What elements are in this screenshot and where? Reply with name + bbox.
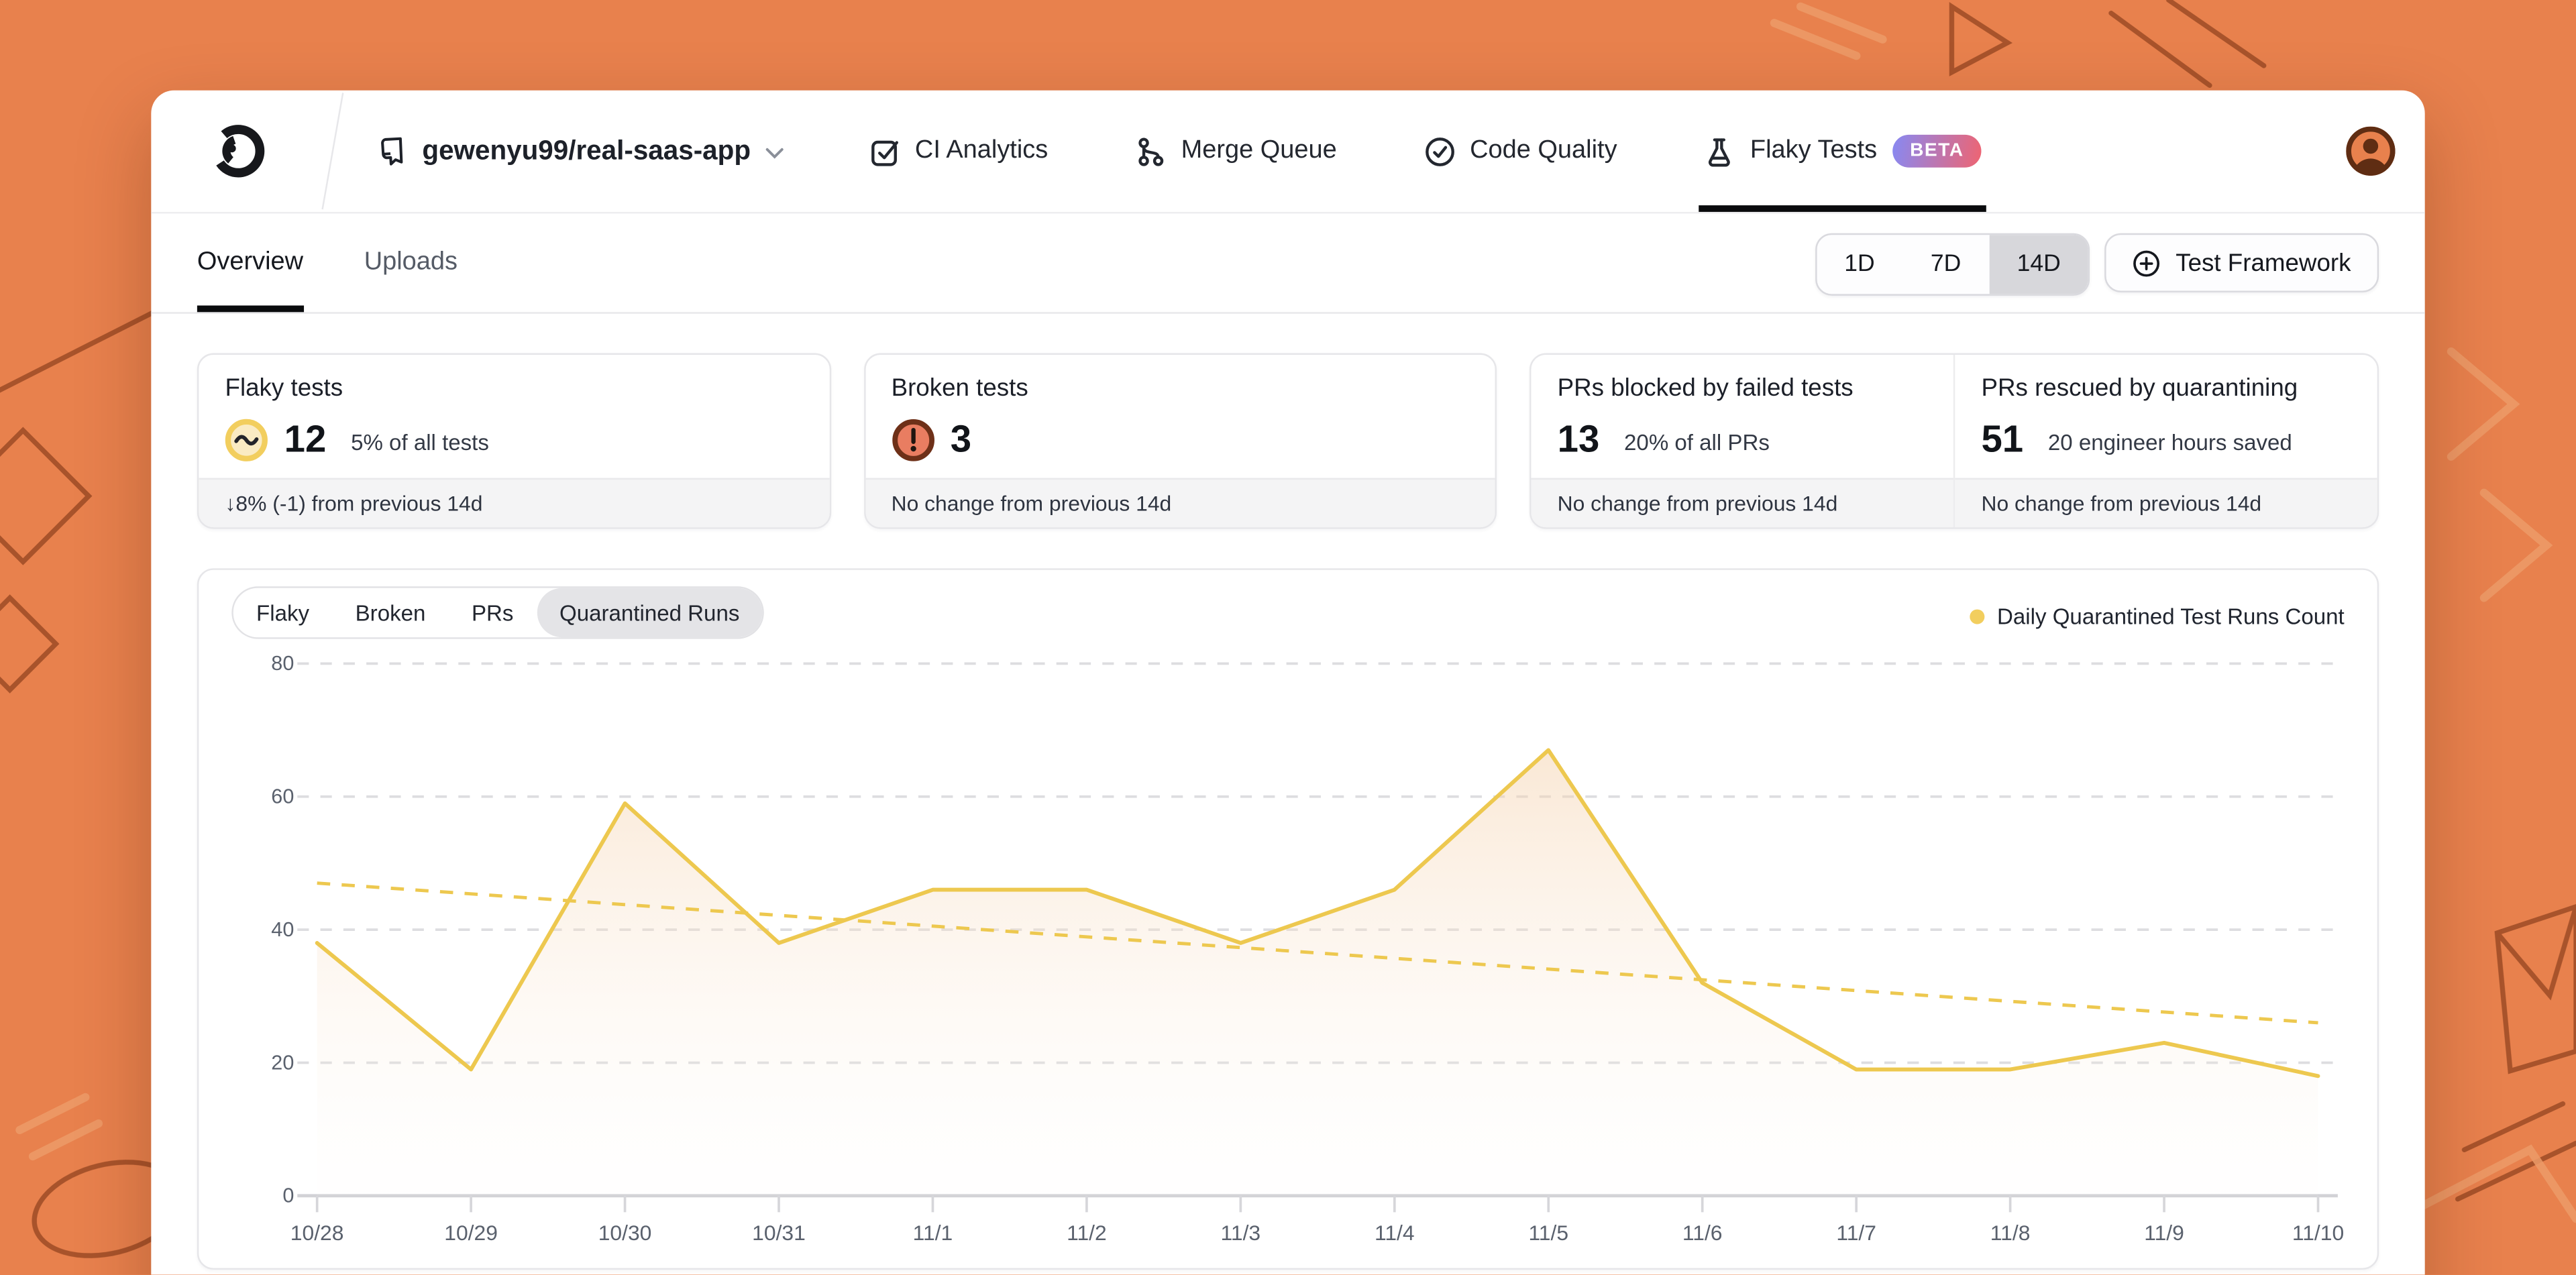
nav-item-code-quality[interactable]: Code Quality	[1424, 91, 1617, 212]
svg-text:0: 0	[282, 1184, 294, 1207]
tab-uploads[interactable]: Uploads	[364, 247, 458, 276]
broken-exclamation-icon	[892, 418, 934, 461]
check-circle-icon	[1424, 135, 1456, 167]
stats-row: Flaky tests 12 5% of all tests ↓8% (-1) …	[151, 353, 2424, 529]
svg-text:11/2: 11/2	[1067, 1221, 1107, 1245]
svg-text:10/28: 10/28	[290, 1221, 344, 1245]
stat-card-prs: PRs blocked by failed tests 13 20% of al…	[1529, 353, 2379, 529]
range-option-1d[interactable]: 1D	[1817, 235, 1903, 294]
nav-item-merge-queue[interactable]: Merge Queue	[1135, 91, 1337, 212]
test-framework-button[interactable]: Test Framework	[2104, 233, 2379, 292]
stat-card-broken-tests: Broken tests 3 No change from previous 1…	[863, 353, 1497, 529]
svg-text:60: 60	[271, 785, 294, 808]
chart-series-tabs: Flaky Broken PRs Quarantined Runs	[231, 586, 765, 639]
svg-text:11/9: 11/9	[2144, 1221, 2184, 1245]
stat-footer: No change from previous 14d	[865, 478, 1495, 528]
stat-prs-blocked: PRs blocked by failed tests 13 20% of al…	[1531, 355, 1953, 528]
svg-text:11/3: 11/3	[1221, 1221, 1261, 1245]
stat-caption: 20% of all PRs	[1624, 429, 1770, 455]
svg-text:20: 20	[271, 1051, 294, 1074]
trunk-logo-icon[interactable]	[207, 120, 270, 182]
stat-caption: 20 engineer hours saved	[2047, 429, 2292, 455]
svg-text:80: 80	[271, 652, 294, 675]
svg-text:11/6: 11/6	[1682, 1221, 1723, 1245]
svg-text:11/4: 11/4	[1375, 1221, 1415, 1245]
repo-name: gewenyu99/real-saas-app	[422, 135, 751, 166]
nav-item-label: CI Analytics	[914, 136, 1049, 164]
nav-item-flaky-tests[interactable]: Flaky Tests BETA	[1699, 91, 1987, 212]
user-avatar[interactable]	[2346, 126, 2396, 176]
svg-text:10/29: 10/29	[444, 1221, 498, 1245]
svg-text:11/5: 11/5	[1528, 1221, 1568, 1245]
nav-item-ci-analytics[interactable]: CI Analytics	[869, 91, 1048, 212]
chart-tab-quarantined-runs[interactable]: Quarantined Runs	[536, 588, 763, 638]
stat-title: PRs blocked by failed tests	[1557, 374, 1854, 403]
flaky-wave-icon	[225, 418, 268, 461]
stat-footer: No change from previous 14d	[1955, 478, 2377, 528]
merge-queue-icon	[1135, 135, 1167, 167]
svg-text:10/31: 10/31	[752, 1221, 806, 1245]
svg-text:11/10: 11/10	[2292, 1221, 2344, 1245]
stat-footer: No change from previous 14d	[1531, 478, 1953, 528]
chart-tab-flaky[interactable]: Flaky	[256, 600, 310, 625]
stat-value: 13	[1557, 417, 1600, 460]
navbar-divider	[321, 93, 344, 210]
nav-item-label: Merge Queue	[1181, 136, 1337, 164]
stat-caption: 5% of all tests	[351, 429, 489, 455]
repo-selector[interactable]: gewenyu99/real-saas-app	[376, 135, 784, 167]
stat-card-flaky-tests: Flaky tests 12 5% of all tests ↓8% (-1) …	[197, 353, 830, 529]
range-option-7d[interactable]: 7D	[1902, 235, 1989, 294]
chart-legend: Daily Quarantined Test Runs Count	[1969, 604, 2345, 628]
nav-item-label: Code Quality	[1470, 136, 1617, 164]
tab-overview[interactable]: Overview	[197, 213, 304, 313]
repo-book-icon	[376, 135, 408, 167]
svg-text:10/30: 10/30	[598, 1221, 652, 1245]
chart-tab-prs[interactable]: PRs	[471, 600, 514, 625]
header-controls: 1D 7D 14D Test Framework	[1815, 233, 2379, 296]
legend-label: Daily Quarantined Test Runs Count	[1997, 604, 2345, 628]
svg-text:11/8: 11/8	[1990, 1221, 2031, 1245]
checkbox-check-icon	[869, 135, 900, 167]
app-window: gewenyu99/real-saas-app CI Analytics Merg…	[151, 90, 2425, 1275]
stat-footer: ↓8% (-1) from previous 14d	[199, 478, 829, 528]
svg-text:11/1: 11/1	[913, 1221, 953, 1245]
stat-value: 3	[950, 417, 972, 460]
beta-badge: BETA	[1892, 134, 1982, 168]
main-nav: CI Analytics Merge Queue Code Quality Flaky…	[869, 91, 1987, 212]
subnav: Overview Uploads 1D 7D 14D Test Framework	[151, 213, 2425, 314]
chevron-down-icon	[765, 147, 784, 158]
quarantined-runs-chart[interactable]: 0 20 40 60 80 10/28 10/29 10/30 10/31 11/1 11/2 11/…	[199, 570, 2379, 1268]
stat-title: PRs rescued by quarantining	[1981, 374, 2298, 403]
stat-title: Flaky tests	[225, 374, 343, 403]
svg-text:11/7: 11/7	[1836, 1221, 1876, 1245]
nav-item-label: Flaky Tests	[1750, 136, 1878, 164]
stat-title: Broken tests	[891, 374, 1028, 403]
plus-circle-icon	[2133, 249, 2161, 277]
stat-value: 12	[284, 417, 327, 460]
chart-tab-broken[interactable]: Broken	[355, 600, 426, 625]
stat-prs-rescued: PRs rescued by quarantining 51 20 engine…	[1953, 354, 2377, 528]
flask-icon	[1704, 135, 1735, 167]
date-range-selector: 1D 7D 14D	[1815, 233, 2090, 296]
legend-dot	[1969, 608, 1984, 624]
svg-text:40: 40	[271, 918, 294, 941]
top-navbar: gewenyu99/real-saas-app CI Analytics Merg…	[151, 91, 2425, 214]
range-option-14d[interactable]: 14D	[1988, 235, 2089, 294]
chart-card: Flaky Broken PRs Quarantined Runs Daily Qua…	[197, 568, 2379, 1270]
stat-value: 51	[1981, 417, 2024, 460]
